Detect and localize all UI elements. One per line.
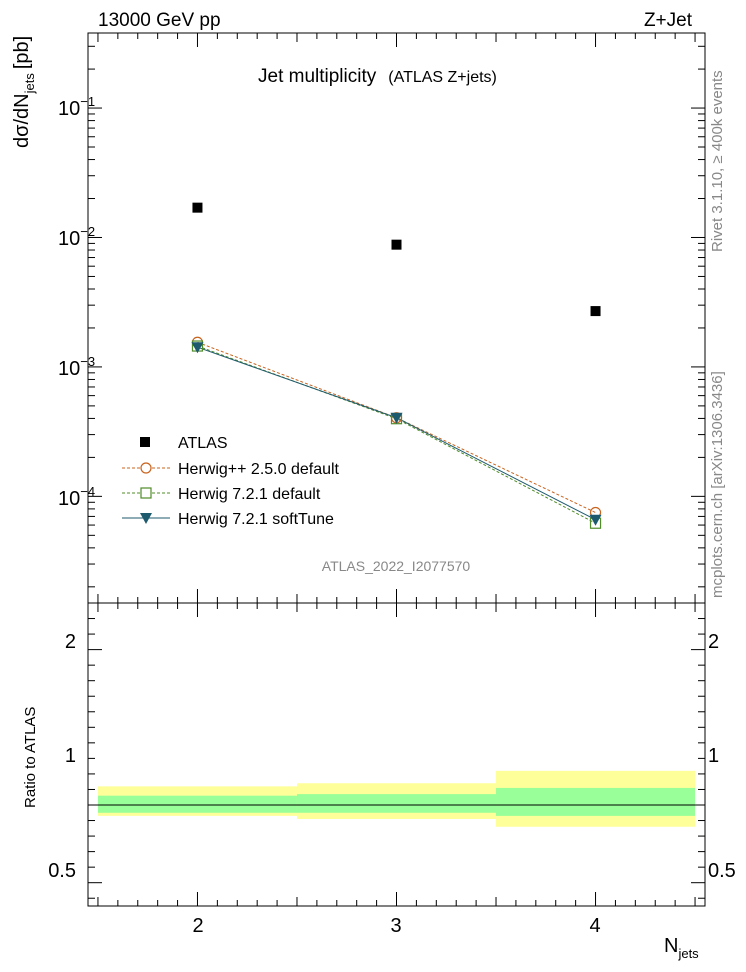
ratio-tick-label-right-2: 2: [708, 631, 719, 653]
y-tick-label-1e-2: 10−2: [58, 224, 95, 250]
legend-marker-atlas: [140, 437, 150, 447]
data-point-s3-x3: [390, 412, 403, 424]
analysis-id-label: ATLAS_2022_I2077570: [322, 558, 471, 574]
data-point-s3-x2: [191, 342, 204, 354]
ratio-tick-label-right-1: 1: [708, 745, 719, 767]
ratio-tick-label-left-0.5: 0.5: [48, 860, 76, 882]
legend-label-herwig7-default: Herwig 7.2.1 default: [178, 486, 321, 503]
y-tick-label-1e-2-base: 10: [58, 228, 80, 250]
x-ticks: [97, 33, 696, 906]
plot-title-sub: (ATLAS Z+jets): [388, 69, 497, 86]
x-axis-label-main: N: [664, 935, 678, 957]
ratio-y-ticks: [88, 602, 705, 899]
legend-label-herwigpp: Herwig++ 2.5.0 default: [178, 461, 340, 478]
ratio-plot-frame: [87, 602, 706, 907]
ratio-tick-label-right-0.5: 0.5: [708, 860, 736, 882]
data-point-s0-x4: [590, 306, 601, 317]
x-tick-label-4: 4: [589, 915, 600, 937]
plot-title-main: Jet multiplicity: [258, 66, 377, 87]
data-point-s3-x4: [589, 514, 602, 526]
y-tick-label-1e-2-exp: −2: [80, 224, 95, 239]
legend-marker-herwigpp: [140, 462, 152, 474]
plot-title: Jet multiplicity (ATLAS Z+jets): [258, 66, 497, 87]
ratio-band-green-0: [97, 795, 297, 813]
x-axis-label: Njets: [664, 935, 699, 961]
data-point-s0-x3: [391, 239, 402, 250]
legend-marker-herwig7-softtune: [140, 513, 152, 524]
ratio-band-green-2: [496, 787, 696, 816]
ratio-tick-label-left-1: 1: [65, 745, 76, 767]
data-point-s0-x2: [192, 202, 203, 213]
top-y-ticks: [88, 45, 705, 588]
legend: ATLAS Herwig++ 2.5.0 default Herwig 7.2.…: [122, 435, 340, 528]
header-energy: 13000 GeV pp: [98, 10, 221, 31]
x-axis-label-sub: jets: [677, 946, 699, 961]
ratio-y-axis-label: Ratio to ATLAS: [22, 707, 39, 808]
y-tick-label-1e-3: 10−3: [58, 354, 95, 380]
y-tick-label-1e-1-exp: −1: [80, 94, 95, 109]
legend-label-atlas: ATLAS: [178, 435, 228, 452]
legend-marker-herwig7-default: [140, 487, 152, 499]
top-y-tick-labels: 10−1 10−2 10−3 10−4: [58, 94, 95, 510]
series-layer: [191, 202, 602, 529]
x-tick-label-3: 3: [390, 915, 401, 937]
side-rivet-label: Rivet 3.1.10, ≥ 400k events: [709, 70, 726, 252]
header-process: Z+Jet: [644, 10, 693, 31]
ratio-band-green-1: [296, 794, 497, 813]
y-tick-label-1e-4-base: 10: [58, 488, 80, 510]
ratio-bands: [97, 770, 696, 827]
y-tick-label-1e-3-exp: −3: [80, 354, 95, 369]
y-axis-label: dσ/dNjets [pb]: [11, 36, 37, 148]
y-tick-label-1e-3-base: 10: [58, 358, 80, 380]
y-tick-label-1e-4: 10−4: [58, 484, 95, 510]
y-axis-label-unit: [pb]: [11, 36, 33, 69]
ratio-tick-label-left-2: 2: [65, 631, 76, 653]
y-tick-label-1e-1: 10−1: [58, 94, 95, 120]
legend-label-herwig7-softtune: Herwig 7.2.1 softTune: [178, 511, 334, 528]
x-tick-label-2: 2: [192, 915, 203, 937]
y-axis-label-sub: jets: [22, 73, 37, 95]
y-axis-label-main: dσ/dN: [11, 93, 33, 148]
y-tick-label-1e-4-exp: −4: [80, 484, 95, 499]
y-tick-label-1e-1-base: 10: [58, 98, 80, 120]
side-mcplots-label: mcplots.cern.ch [arXiv:1306.3436]: [709, 371, 726, 598]
